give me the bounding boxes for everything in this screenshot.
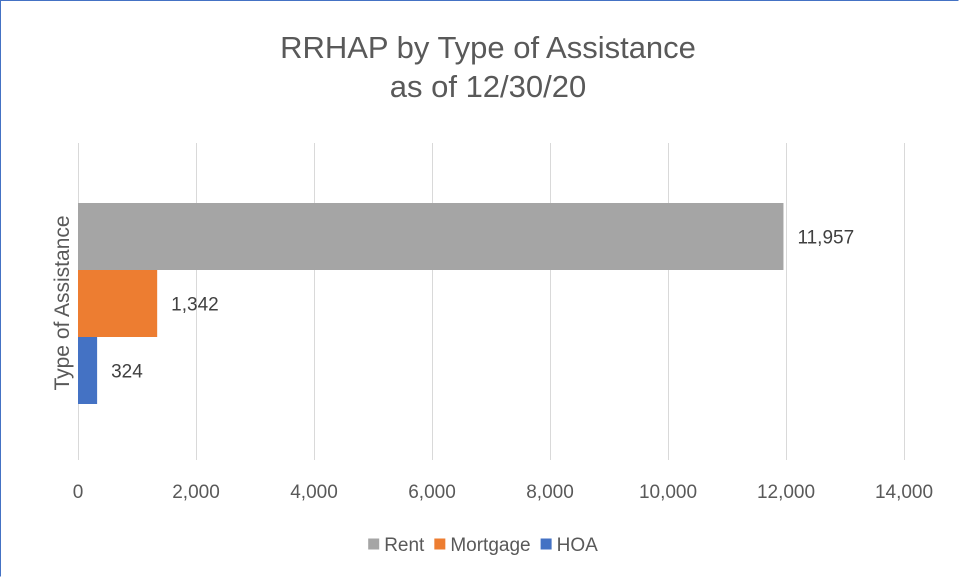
y-axis-title: Type of Assistance [51,215,74,390]
data-label-hoa: 324 [111,362,143,383]
chart-title-line-1: RRHAP by Type of Assistance [280,30,696,65]
legend-label-hoa: HOA [557,535,599,556]
legend-label-rent: Rent [384,535,425,556]
x-tick-label-0: 0 [73,482,84,503]
bars: 11,957 1,342 324 [78,203,854,404]
legend-swatch-hoa [540,538,552,550]
x-tick-label-3: 6,000 [408,482,456,503]
legend: Rent Mortgage HOA [368,535,598,556]
bar-rent [78,203,784,270]
x-tick-label-7: 14,000 [875,482,933,503]
bar-hoa [78,337,98,404]
x-tick-label-6: 12,000 [757,482,815,503]
x-tick-label-1: 2,000 [172,482,220,503]
data-label-mortgage: 1,342 [171,295,219,316]
x-tick-label-5: 10,000 [639,482,697,503]
x-axis-tick-labels: 0 2,000 4,000 6,000 8,000 10,000 12,000 14,000 [73,482,933,503]
legend-label-mortgage: Mortgage [450,535,530,556]
data-label-rent: 11,957 [797,228,854,249]
x-tick-label-4: 8,000 [526,482,574,503]
chart-title: RRHAP by Type of Assistance as of 12/30/… [280,30,696,104]
legend-swatch-mortgage [434,538,446,550]
bar-mortgage [78,270,158,337]
gridlines [78,143,905,460]
x-tick-label-2: 4,000 [290,482,338,503]
chart-title-line-2: as of 12/30/20 [390,69,587,104]
legend-swatch-rent [368,538,380,550]
